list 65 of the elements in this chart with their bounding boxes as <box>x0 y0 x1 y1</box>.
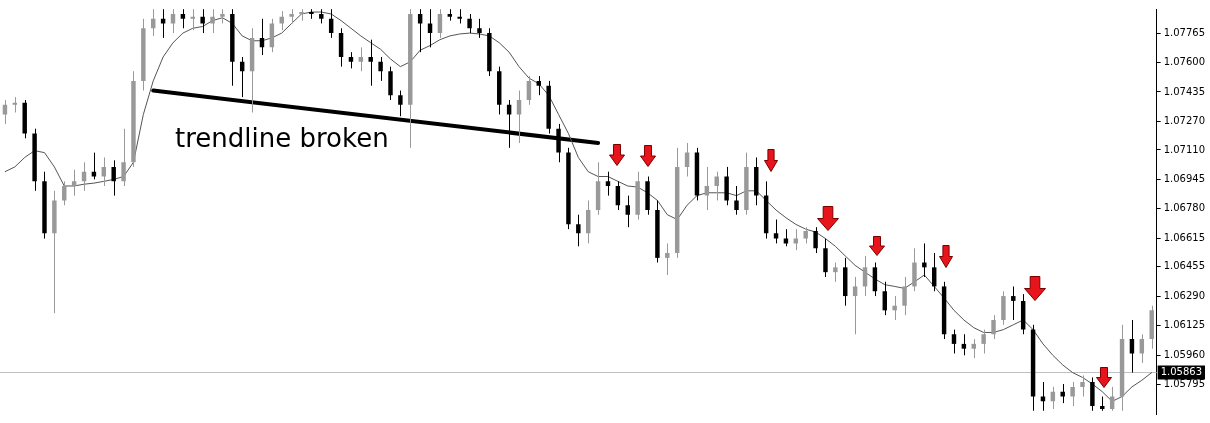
candlestick <box>773 219 779 244</box>
candlestick <box>71 169 77 197</box>
y-tick-label: 1.07765 <box>1163 26 1206 38</box>
y-tick-label: 1.07270 <box>1163 114 1206 126</box>
candlestick <box>388 66 393 101</box>
candlestick <box>724 166 729 206</box>
candlestick <box>200 8 205 34</box>
candlestick <box>299 8 304 22</box>
y-tick-label: 1.07600 <box>1163 56 1206 68</box>
candlestick <box>338 27 344 68</box>
candlestick <box>961 333 967 356</box>
y-tick-label: 1.06945 <box>1163 172 1206 184</box>
candlestick <box>1090 376 1095 412</box>
candlestick <box>111 159 116 197</box>
candlestick <box>892 295 897 321</box>
candlestick <box>872 262 878 297</box>
candlestick <box>852 276 858 335</box>
y-tick-label: 1.06455 <box>1163 260 1206 272</box>
candlestick <box>922 242 927 278</box>
candlestick <box>981 329 986 355</box>
candlestick <box>1129 319 1135 374</box>
candlestick <box>1080 374 1085 398</box>
y-tick-label: 1.07110 <box>1163 143 1206 155</box>
candlestick <box>180 8 186 29</box>
candlestick <box>823 238 828 278</box>
candlestick <box>704 166 710 211</box>
y-tick-label: 1.06125 <box>1163 319 1206 331</box>
candlestick <box>1001 290 1006 326</box>
candlestick <box>665 242 670 276</box>
candlestick <box>605 171 611 197</box>
candlestick <box>833 262 838 283</box>
candlestick <box>467 13 472 34</box>
ref-line-label: 1.05863 <box>1160 366 1203 378</box>
candlestick <box>269 18 275 53</box>
candlestick <box>991 314 996 340</box>
candlestick <box>734 185 739 216</box>
candlestick <box>576 214 581 247</box>
candlestick <box>477 18 482 39</box>
annotation: trendline broken <box>175 123 389 153</box>
candlestick <box>210 8 215 34</box>
y-tick-label: 1.07435 <box>1163 85 1206 97</box>
y-tick-label: 1.06615 <box>1163 231 1206 243</box>
candlestick <box>951 329 957 355</box>
candlestick <box>971 338 976 359</box>
candlestick <box>1011 285 1016 321</box>
candlestick <box>121 128 126 187</box>
candlestick <box>398 90 403 117</box>
candlestick <box>101 156 107 187</box>
candlestick <box>1139 333 1145 364</box>
candlestick <box>427 8 433 48</box>
candlestick <box>368 39 373 87</box>
candlestick <box>813 226 818 254</box>
y-tick-label: 1.05960 <box>1163 348 1206 360</box>
candlestick <box>902 276 907 316</box>
y-tick-label: 1.06780 <box>1163 202 1206 214</box>
candlestick <box>912 247 917 292</box>
candlestick <box>358 46 364 72</box>
candlestick <box>536 75 542 96</box>
candlestick <box>1070 381 1075 407</box>
candlestick <box>625 195 630 228</box>
candlestick <box>1060 383 1065 404</box>
candlestick <box>91 152 97 180</box>
candlestick <box>378 56 383 82</box>
y-tick-label: 1.06290 <box>1163 289 1206 301</box>
y-tick-label: 1.05795 <box>1163 378 1206 390</box>
